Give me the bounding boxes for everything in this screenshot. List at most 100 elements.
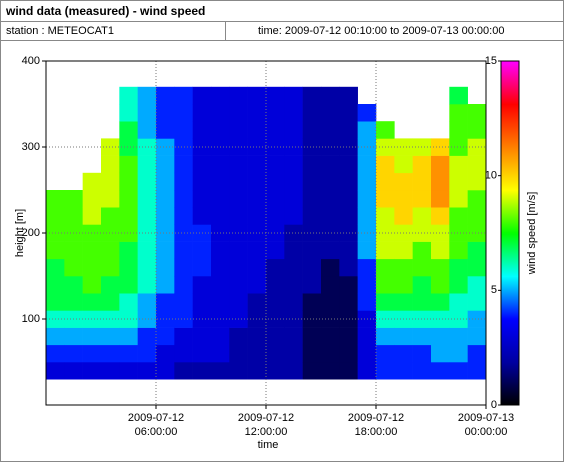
heat-cell [339,344,358,363]
heat-cell [119,327,138,346]
heat-cell [64,362,83,380]
colorbar-step [501,293,519,296]
colorbar-step [501,105,519,108]
heat-cell [284,190,303,208]
heat-cell [192,121,212,139]
colorbar-step [501,271,519,274]
heat-cell [284,344,303,363]
colorbar-step [501,187,519,190]
heat-cell [156,104,175,122]
heat-cell [321,155,340,174]
heat-cell [284,121,303,139]
colorbar-step [501,139,519,142]
heat-cell [339,241,358,260]
colorbar-step [501,345,519,348]
colorbar-step [501,383,519,386]
colorbar-step [501,143,519,146]
colorbar-step [501,319,519,322]
heat-cell [376,121,395,139]
heat-cell [119,241,138,260]
heat-cell [101,258,120,277]
heat-cell [302,241,322,260]
colorbar-step [501,295,519,298]
heat-cell [467,190,487,208]
heat-cell [376,276,395,294]
colorbar-step [501,299,519,302]
heat-cell [431,310,450,328]
heat-cell [229,327,248,346]
colorbar-step [501,307,519,310]
colorbar-step [501,359,519,362]
heat-cell [174,138,193,156]
heat-cell [449,155,468,174]
colorbar-step [501,117,519,120]
heat-cell [192,276,212,294]
colorbar-tick-label: 10 [485,170,497,182]
colorbar-step [501,257,519,260]
heat-cell [82,207,102,225]
heat-cell [192,190,212,208]
colorbar-step [501,163,519,166]
heat-cell [101,190,120,208]
colorbar-step [501,225,519,228]
heat-cell [284,362,303,380]
heat-cell [357,121,377,139]
heat-cell [46,327,65,346]
heat-cell [137,190,157,208]
colorbar-step [501,217,519,220]
heat-cell [394,155,413,174]
heat-cell [137,293,157,311]
heat-cell [192,172,212,191]
colorbar-step [501,259,519,262]
colorbar-step [501,75,519,78]
heat-cell [229,362,248,380]
heat-cell [431,293,450,311]
colorbar-step [501,129,519,132]
colorbar-step [501,291,519,294]
heat-cell [357,293,377,311]
heat-cell [467,172,487,191]
heat-cell [321,258,340,277]
colorbar-step [501,367,519,370]
heat-cell [321,327,340,346]
heat-cell [412,327,432,346]
colorbar-step [501,373,519,376]
colorbar-step [501,219,519,222]
heat-cell [229,104,248,122]
heat-cell [247,293,267,311]
colorbar-step [501,137,519,140]
heat-cell [137,362,157,380]
heat-cell [431,224,450,242]
heat-cell [284,327,303,346]
heat-cell [229,121,248,139]
heat-cell [449,258,468,277]
heat-cell [266,104,285,122]
colorbar-step [501,165,519,168]
colorbar-step [501,193,519,196]
heat-cell [192,362,212,380]
heat-cell [284,138,303,156]
x-tick-label: 2009-07-12 18:00:00 [348,412,404,438]
colorbar-step [501,141,519,144]
colorbar-step [501,211,519,214]
x-tick-label: 2009-07-13 00:00:00 [458,412,514,438]
colorbar-step [501,185,519,188]
colorbar-step [501,393,519,396]
heat-cell [137,310,157,328]
heat-cell [174,293,193,311]
heat-cell [119,276,138,294]
heat-cell [339,121,358,139]
heat-cell [247,104,267,122]
heat-cell [467,155,487,174]
heat-cell [321,138,340,156]
y-tick-label: 100 [22,313,40,325]
colorbar-step [501,287,519,290]
colorbar-step [501,323,519,326]
colorbar-step [501,269,519,272]
colorbar-step [501,313,519,316]
heat-cell [137,86,157,105]
heat-cell [394,344,413,363]
heat-cell [101,138,120,156]
colorbar-step [501,73,519,76]
heat-cell [101,293,120,311]
